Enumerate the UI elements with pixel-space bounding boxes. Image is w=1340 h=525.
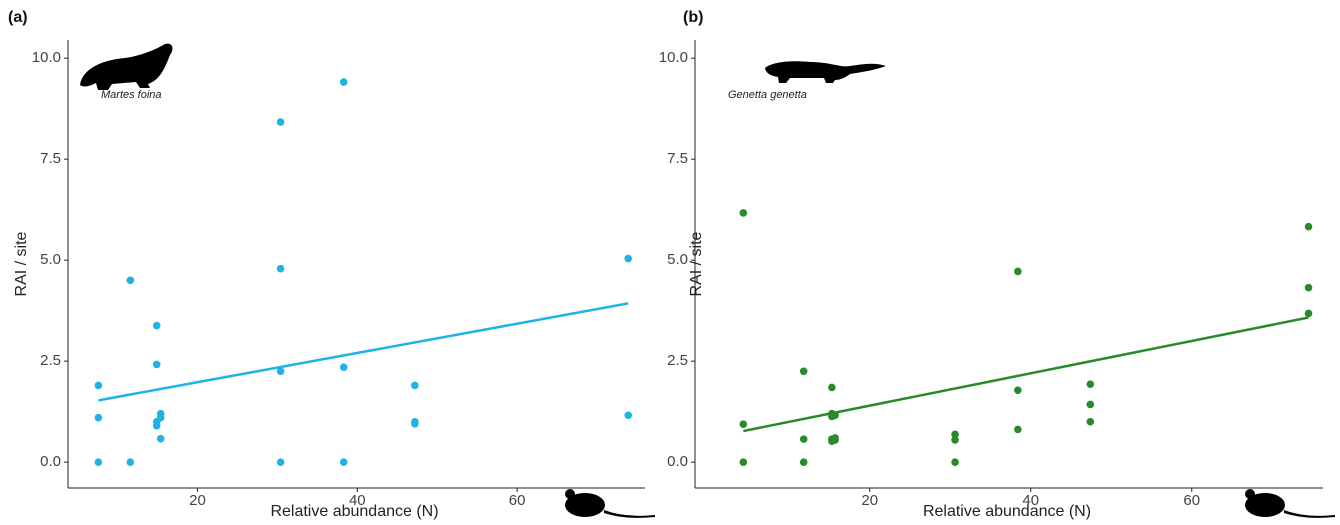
point (831, 436, 839, 444)
point (152, 321, 161, 330)
point (94, 458, 103, 466)
point (1304, 309, 1313, 318)
point (156, 434, 165, 443)
x-tick-label: 40 (1022, 492, 1039, 509)
point (624, 411, 633, 420)
x-tick-label: 60 (1183, 492, 1200, 509)
point (828, 383, 836, 392)
x-axis-label: Relative abundance (N) (923, 503, 1091, 520)
point (799, 367, 808, 376)
point (339, 458, 348, 466)
y-tick-label: 7.5 (40, 150, 61, 167)
point (951, 458, 959, 466)
point (831, 411, 839, 420)
y-tick-label: 7.5 (667, 150, 688, 167)
point (152, 421, 161, 430)
point (1014, 267, 1022, 276)
point (411, 381, 419, 390)
point (152, 360, 161, 369)
y-tick-label: 5.0 (667, 251, 688, 268)
point (1304, 283, 1313, 292)
y-axis-label: RAI / site (688, 231, 705, 296)
y-tick-label: 0.0 (667, 453, 688, 470)
point (624, 254, 633, 263)
point (339, 78, 348, 86)
point (126, 458, 135, 466)
species-name: Martes foina (101, 89, 162, 101)
point (411, 419, 419, 428)
trend-line (743, 316, 1309, 433)
point (276, 458, 285, 466)
x-tick-label: 40 (349, 492, 366, 509)
y-tick-label: 2.5 (667, 352, 688, 369)
point (94, 381, 103, 390)
silhouette-mouse-b (1245, 489, 1335, 518)
x-axis-label: Relative abundance (N) (270, 503, 438, 520)
y-axis-label: RAI / site (13, 231, 30, 296)
y-tick-label: 10.0 (32, 49, 61, 66)
point (156, 413, 165, 422)
point (739, 458, 748, 466)
point (1086, 380, 1095, 388)
point (799, 458, 808, 466)
trend-line (98, 302, 629, 402)
point (1086, 417, 1095, 426)
point (276, 118, 285, 126)
point (94, 413, 103, 422)
x-tick-label: 60 (509, 492, 526, 509)
point (126, 276, 135, 285)
point (1014, 425, 1022, 434)
point (951, 436, 959, 444)
y-tick-label: 2.5 (40, 352, 61, 369)
x-tick-label: 20 (189, 492, 206, 509)
point (951, 430, 959, 439)
point (276, 367, 285, 376)
x-tick-label: 20 (861, 492, 878, 509)
point (799, 435, 808, 443)
silhouette-mouse-a (565, 489, 655, 518)
y-tick-label: 0.0 (40, 453, 61, 470)
point (276, 264, 285, 273)
panel-label: (b) (683, 9, 703, 26)
silhouette-marten (80, 43, 173, 90)
point (739, 209, 748, 217)
panel-label: (a) (8, 9, 28, 26)
point (339, 363, 348, 372)
species-name: Genetta genetta (728, 89, 807, 101)
y-tick-label: 5.0 (40, 251, 61, 268)
point (1304, 222, 1313, 231)
point (1086, 400, 1095, 409)
silhouette-genet (765, 61, 886, 83)
point (739, 420, 748, 428)
point (1014, 386, 1022, 395)
y-tick-label: 10.0 (659, 49, 688, 66)
